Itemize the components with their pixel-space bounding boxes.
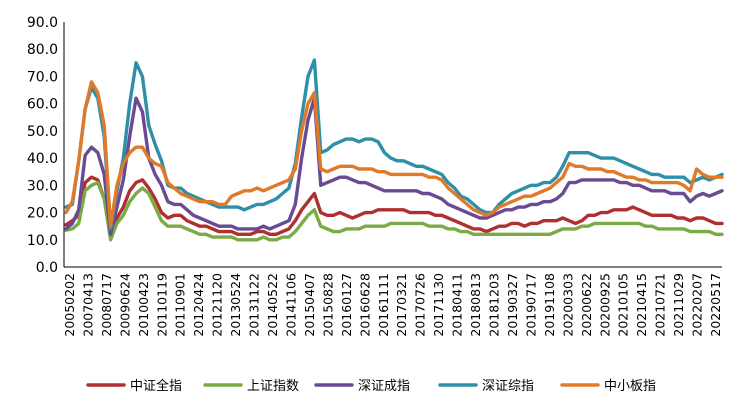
legend-label-3: 深证综指 (482, 379, 534, 394)
y-axis: 0.0 10.0 20.0 30.0 40.0 50.0 60.0 70.0 80.0 90.0 (27, 15, 65, 276)
x-axis: 20050202 20070413 20080717 20090624 20100423… (62, 266, 723, 337)
legend-label-2: 深证成指 (358, 379, 410, 394)
series-line-0 (64, 175, 724, 237)
x-tick-label: 20120424 (191, 273, 206, 337)
x-tick-label: 20110901 (173, 273, 188, 337)
x-tick-label: 20190327 (505, 273, 520, 337)
series-layer (64, 58, 724, 242)
x-tick-label: 20160127 (339, 273, 354, 337)
series-line-4 (64, 80, 724, 228)
x-tick-label: 20200925 (597, 273, 612, 337)
series-line-3 (64, 58, 724, 231)
x-tick-label: 20191108 (542, 273, 557, 337)
y-tick-label: 0.0 (36, 260, 58, 276)
x-tick-label: 20170726 (413, 273, 428, 337)
x-tick-label: 20130524 (228, 273, 243, 337)
y-tick-label: 60.0 (27, 97, 58, 113)
legend-label-0: 中证全指 (130, 378, 182, 394)
x-tick-label: 20190717 (523, 273, 538, 337)
x-tick-label: 20170321 (394, 273, 409, 337)
series-line-2 (64, 96, 724, 237)
x-tick-label: 20070413 (80, 273, 95, 337)
x-tick-label: 20131122 (247, 273, 262, 337)
x-tick-label: 20171130 (431, 273, 446, 337)
x-tick-label: 20050202 (62, 273, 77, 337)
x-tick-label: 20150828 (320, 273, 335, 337)
x-tick-label: 20100423 (136, 273, 151, 337)
x-tick-label: 20140522 (265, 273, 280, 337)
y-tick-label: 50.0 (27, 124, 58, 140)
x-tick-label: 20121120 (210, 273, 225, 337)
x-tick-label: 20090624 (117, 273, 132, 337)
y-tick-label: 40.0 (27, 151, 58, 167)
legend-label-1: 上证指数 (247, 379, 299, 394)
y-tick-label: 20.0 (27, 206, 58, 222)
x-tick-label: 20220207 (690, 273, 705, 337)
legend-label-4: 中小板指 (604, 379, 656, 394)
x-tick-label: 20211029 (671, 273, 686, 337)
x-tick-label: 20210721 (653, 273, 668, 337)
x-tick-label: 20160628 (357, 273, 372, 337)
y-tick-label: 90.0 (27, 15, 58, 31)
y-tick-label: 80.0 (27, 42, 58, 58)
x-tick-label: 20180411 (450, 273, 465, 337)
x-tick-label: 20141106 (283, 273, 298, 337)
x-tick-label: 20110119 (154, 273, 169, 337)
legend: 中证全指 上证指数 深证成指 深证综指 中小板指 (86, 378, 656, 394)
x-tick-label: 20080717 (99, 273, 114, 337)
x-tick-label: 20161111 (376, 273, 391, 337)
x-tick-label: 20150407 (302, 273, 317, 337)
x-tick-label: 20181203 (487, 273, 502, 337)
y-tick-label: 70.0 (27, 69, 58, 85)
x-tick-label: 20200622 (579, 273, 594, 337)
x-tick-label: 20210415 (634, 273, 649, 337)
y-tick-label: 30.0 (27, 178, 58, 194)
series-line-1 (64, 180, 724, 242)
y-tick-label: 10.0 (27, 233, 58, 249)
x-tick-label: 20220517 (708, 273, 723, 337)
x-tick-label: 20210105 (616, 273, 631, 337)
x-tick-label: 20180813 (468, 273, 483, 337)
x-tick-label: 20200303 (560, 273, 575, 337)
